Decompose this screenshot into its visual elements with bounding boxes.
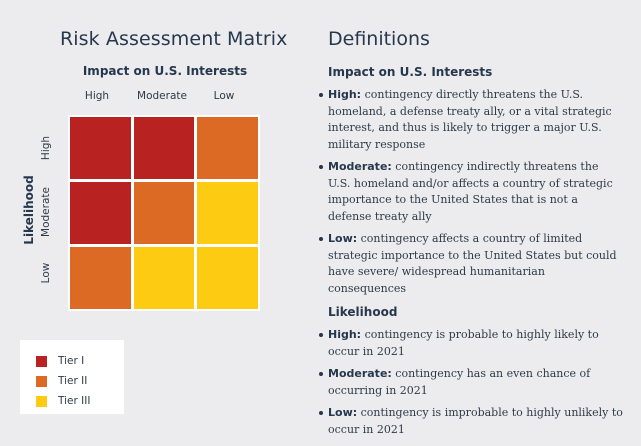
- legend-swatch: [36, 375, 47, 387]
- matrix-cell-low-moderate: [133, 247, 195, 309]
- matrix-cell-high-low: [197, 117, 258, 179]
- definition-term: Low:: [328, 232, 358, 245]
- matrix-cell-low-high: [70, 247, 131, 309]
- matrix-cell-low-low: [197, 247, 258, 309]
- definition-term: Low:: [328, 406, 358, 419]
- legend-swatch: [36, 395, 47, 407]
- row-label-moderate-text: Moderate: [40, 187, 52, 237]
- definition-text: contingency affects a country of limited…: [328, 232, 617, 295]
- risk-matrix-grid: [68, 115, 260, 311]
- matrix-cell-moderate-moderate: [133, 182, 195, 244]
- matrix-cell-moderate-high: [70, 182, 131, 244]
- row-label-high-text: High: [40, 135, 52, 161]
- legend-item: Tier I: [36, 351, 124, 371]
- likelihood-definition-item: Moderate: contingency has an even chance…: [319, 366, 624, 399]
- legend-swatch: [36, 355, 47, 367]
- likelihood-definitions-heading: Likelihood: [328, 305, 398, 319]
- likelihood-definitions-list: High: contingency is probable to highly …: [319, 327, 624, 438]
- column-label-low: Low: [213, 90, 235, 102]
- impact-definition-item: High: contingency directly threatens the…: [319, 87, 624, 153]
- definition-text: contingency has an even chance of occurr…: [328, 367, 591, 397]
- definition-text: contingency indirectly threatens the U.S…: [328, 160, 613, 223]
- matrix-cell-moderate-low: [197, 182, 258, 244]
- legend-label: Tier III: [58, 395, 91, 407]
- matrix-title: Risk Assessment Matrix: [60, 28, 288, 50]
- definition-term: Moderate:: [328, 160, 392, 173]
- impact-axis-title: Impact on U.S. Interests: [82, 64, 248, 78]
- legend-label: Tier II: [58, 375, 88, 387]
- matrix-cell-high-moderate: [133, 117, 195, 179]
- definitions-panel: Definitions Impact on U.S. Interests Hig…: [319, 28, 624, 446]
- impact-definition-item: Low: contingency affects a country of li…: [319, 231, 624, 297]
- impact-definitions-list: High: contingency directly threatens the…: [319, 87, 624, 297]
- legend-label: Tier I: [58, 355, 85, 367]
- likelihood-definition-item: Low: contingency is improbable to highly…: [319, 405, 624, 438]
- impact-definitions-heading: Impact on U.S. Interests: [328, 65, 493, 79]
- definition-term: High:: [328, 328, 362, 341]
- tier-legend: Tier I Tier II Tier III: [20, 340, 124, 414]
- likelihood-axis-title-text: Likelihood: [22, 175, 36, 245]
- definition-text: contingency directly threatens the U.S. …: [328, 88, 612, 151]
- definitions-title: Definitions: [328, 28, 430, 50]
- column-label-high: High: [84, 90, 110, 102]
- likelihood-definition-item: High: contingency is probable to highly …: [319, 327, 624, 360]
- definition-term: High:: [328, 88, 362, 101]
- definition-term: Moderate:: [328, 367, 392, 380]
- impact-definition-item: Moderate: contingency indirectly threate…: [319, 159, 624, 225]
- column-label-moderate: Moderate: [137, 90, 187, 102]
- definition-text: contingency is probable to highly likely…: [328, 328, 599, 358]
- row-label-low-text: Low: [40, 262, 52, 284]
- definition-text: contingency is improbable to highly unli…: [328, 406, 623, 436]
- legend-item: Tier II: [36, 371, 124, 391]
- matrix-cell-high-high: [70, 117, 131, 179]
- legend-item: Tier III: [36, 391, 124, 411]
